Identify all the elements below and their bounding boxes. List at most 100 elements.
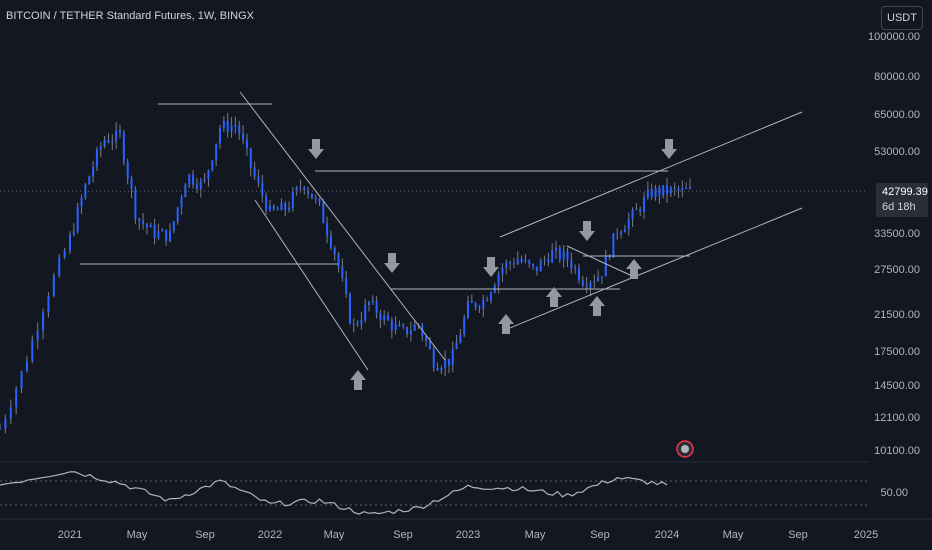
- candle-body: [329, 235, 332, 248]
- candle-body: [230, 125, 233, 132]
- candle-body: [303, 187, 306, 191]
- candle-body: [69, 234, 71, 251]
- candle-body: [211, 160, 214, 171]
- candle-body: [398, 324, 401, 326]
- price-tick-label: 21500.00: [874, 308, 920, 321]
- candle-body: [265, 195, 268, 211]
- candle-body: [562, 251, 565, 260]
- candle-body: [368, 302, 370, 306]
- price-tick-label: 14500.00: [874, 379, 920, 392]
- candle-body: [145, 224, 148, 228]
- candle-body: [520, 259, 523, 262]
- candle-body: [261, 182, 264, 196]
- time-tick-label: Sep: [590, 529, 610, 541]
- candle-body: [432, 348, 435, 368]
- candle-body: [153, 224, 156, 239]
- candle-body: [486, 299, 489, 301]
- candle-body: [375, 300, 378, 314]
- candle-body: [467, 300, 469, 318]
- candle-body: [119, 130, 121, 133]
- channel-line: [254, 199, 369, 371]
- candle-body: [589, 282, 592, 288]
- candle-body: [428, 341, 431, 349]
- arrow-down-icon: [579, 221, 595, 241]
- candle-body: [356, 323, 359, 325]
- time-tick-label: Sep: [788, 529, 808, 541]
- candle-body: [501, 267, 504, 275]
- price-tick-label: 80000.00: [874, 71, 920, 84]
- candle-body: [115, 130, 118, 142]
- candle-body: [31, 339, 34, 362]
- candle-body: [337, 254, 340, 267]
- candle-body: [604, 255, 607, 277]
- candle-body: [99, 146, 102, 150]
- candle-body: [474, 302, 477, 308]
- candle-body: [413, 324, 416, 331]
- rsi-axis-label: 50.00: [880, 487, 908, 499]
- trend-line: [566, 245, 631, 276]
- price-tick-label: 17500.00: [874, 345, 920, 358]
- candle-body: [677, 188, 680, 191]
- arrow-up-icon: [546, 287, 562, 307]
- candle-body: [383, 315, 386, 321]
- candle-body: [440, 368, 443, 371]
- candle-body: [76, 206, 79, 232]
- candle-body: [161, 229, 164, 232]
- candle-body: [631, 209, 634, 219]
- candle-body: [608, 255, 611, 258]
- arrow-up-icon: [498, 314, 514, 334]
- candle-body: [558, 247, 561, 260]
- candle-body: [203, 178, 206, 182]
- candle-body: [333, 247, 336, 255]
- candle-body: [593, 280, 596, 283]
- candle-body: [169, 230, 171, 242]
- candle-body: [180, 197, 183, 208]
- candle-body: [299, 187, 302, 189]
- candle-body: [111, 141, 114, 143]
- candle-body: [245, 139, 248, 149]
- candle-body: [581, 280, 584, 286]
- price-tick-label: 65000.00: [874, 108, 920, 121]
- candle-body: [524, 260, 527, 262]
- price-tick-label: 100000.00: [868, 31, 920, 43]
- candle-body: [215, 143, 218, 161]
- candle-body: [199, 181, 202, 189]
- candle-body: [95, 149, 98, 168]
- time-tick-label: 2025: [853, 529, 879, 541]
- price-tick-label: 27500.00: [874, 264, 920, 277]
- arrow-up-icon: [626, 259, 642, 279]
- candle-body: [425, 335, 428, 342]
- time-tick-label: Sep: [195, 529, 215, 541]
- candle-body: [451, 349, 454, 366]
- candle-body: [402, 325, 405, 327]
- candle-body: [447, 358, 450, 366]
- candle-body: [543, 259, 546, 261]
- price-tick-label: 33500.00: [874, 228, 920, 241]
- candle-body: [219, 128, 221, 144]
- candle-body: [257, 176, 260, 183]
- time-tick-label: May: [524, 529, 546, 541]
- candle-body: [222, 120, 225, 129]
- candle-body: [307, 190, 310, 194]
- candle-body: [52, 275, 55, 296]
- candle-body: [585, 285, 588, 288]
- candle-body: [326, 223, 329, 236]
- candle-body: [249, 148, 252, 168]
- candle-body: [184, 184, 187, 198]
- chart-title: BITCOIN / TETHER Standard Futures, 1W, B…: [6, 10, 254, 22]
- candle-body: [314, 198, 317, 200]
- candle-body: [107, 139, 110, 143]
- candle-body: [555, 247, 558, 251]
- candle-body: [654, 187, 657, 198]
- candle-body: [295, 187, 298, 193]
- time-tick-label: May: [323, 529, 345, 541]
- candle-body: [138, 218, 141, 221]
- candle-body: [269, 205, 271, 211]
- currency-selector[interactable]: USDT: [881, 6, 923, 30]
- candle-body: [688, 187, 691, 189]
- arrow-down-icon: [661, 139, 677, 159]
- candle-body: [509, 262, 512, 264]
- arrow-down-icon: [483, 257, 499, 277]
